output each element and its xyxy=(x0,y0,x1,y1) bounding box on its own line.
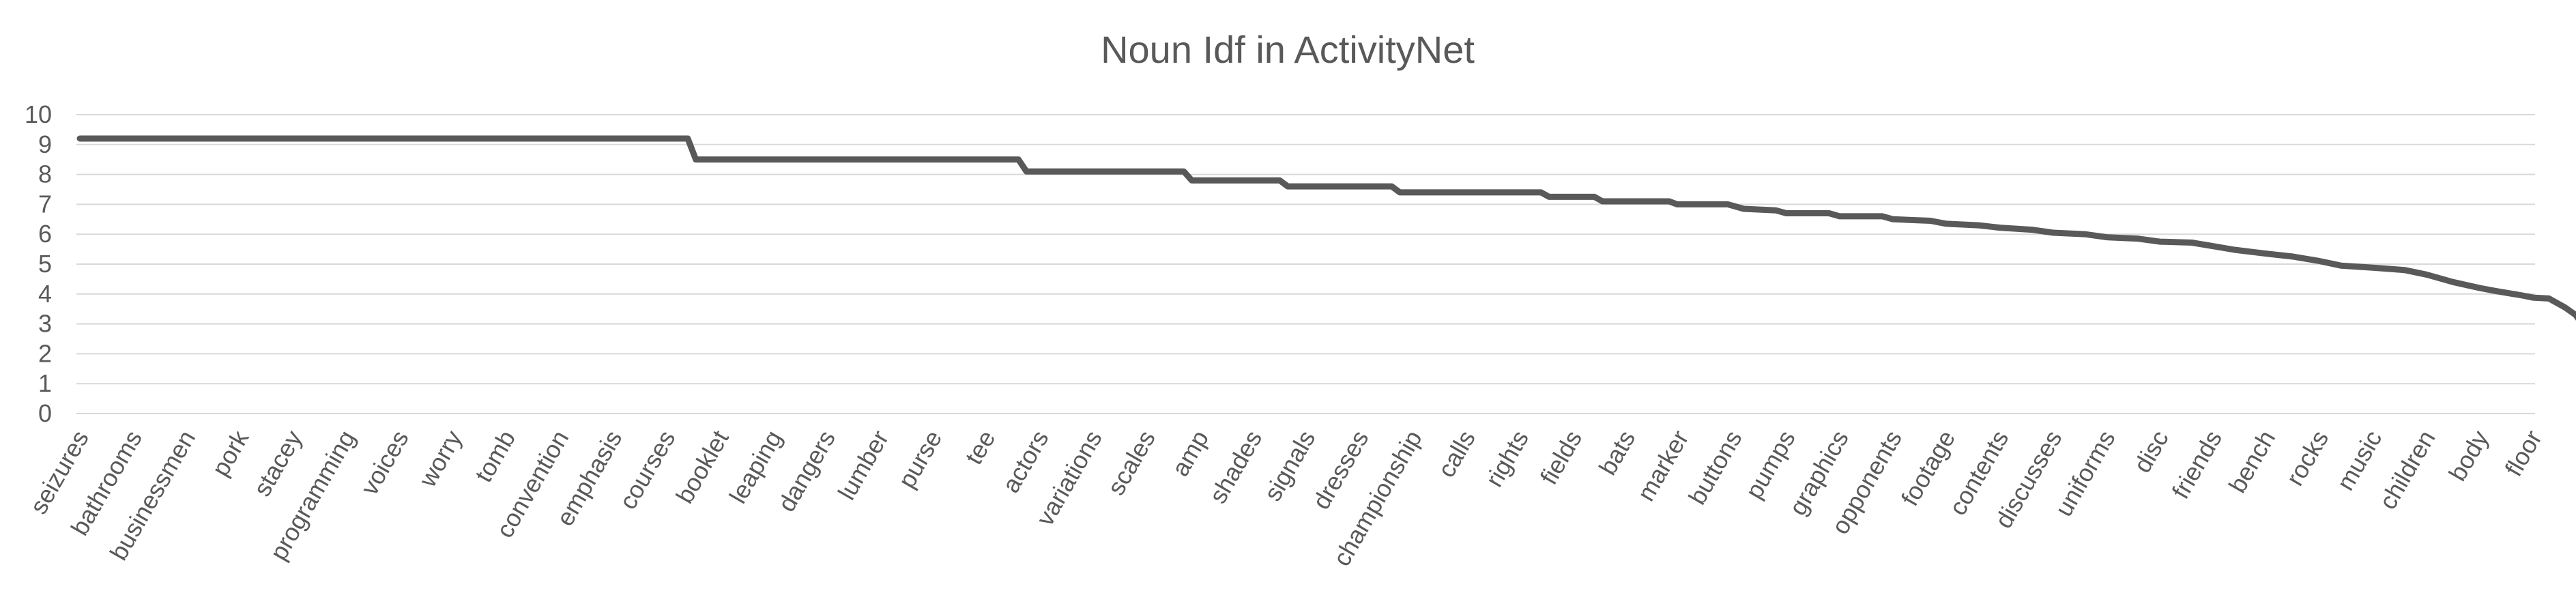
x-tick-label: worry xyxy=(413,426,467,493)
x-tick-label: bats xyxy=(1593,426,1641,480)
x-tick-label: pork xyxy=(206,425,255,481)
y-tick-label: 3 xyxy=(38,310,52,338)
y-tick-label: 2 xyxy=(38,339,52,367)
x-tick-label: calls xyxy=(1432,426,1481,482)
x-tick-label: amp xyxy=(1166,426,1215,481)
y-tick-label: 10 xyxy=(25,100,52,128)
x-tick-label: friends xyxy=(2166,426,2227,504)
x-tick-label: fields xyxy=(1535,426,1588,489)
y-tick-label: 1 xyxy=(38,369,52,397)
x-tick-label: bench xyxy=(2223,426,2281,497)
y-tick-label: 9 xyxy=(38,130,52,158)
series-group xyxy=(76,135,2576,321)
x-tick-label: actors xyxy=(996,426,1054,497)
x-tick-label: rocks xyxy=(2281,426,2334,491)
y-tick-label: 8 xyxy=(38,160,52,188)
gridlines xyxy=(76,114,2535,414)
y-tick-label: 7 xyxy=(38,190,52,218)
x-tick-label: tomb xyxy=(469,426,521,487)
series-line-0 xyxy=(76,135,2576,321)
x-tick-label: buttons xyxy=(1683,426,1748,510)
y-tick-label: 5 xyxy=(38,250,52,278)
x-tick-label: purse xyxy=(893,426,948,493)
x-tick-label: lumber xyxy=(833,425,895,504)
x-tick-label: stacey xyxy=(248,426,308,502)
y-tick-label: 6 xyxy=(38,220,52,248)
y-tick-label: 4 xyxy=(38,280,52,308)
x-tick-label: disc xyxy=(2128,426,2174,478)
x-tick-label: shades xyxy=(1204,426,1268,508)
x-tick-label: booklet xyxy=(670,426,734,508)
chart-title: Noun Idf in ActivityNet xyxy=(1101,28,1475,71)
x-tick-label: music xyxy=(2331,426,2388,495)
x-tick-label: tee xyxy=(959,426,1001,470)
x-tick-label: scales xyxy=(1101,426,1161,500)
x-tick-label: voices xyxy=(355,426,414,500)
x-tick-label: floor xyxy=(2499,425,2547,480)
x-tick-label: rights xyxy=(1480,426,1535,492)
x-tick-label: body xyxy=(2443,426,2494,486)
y-tick-label: 0 xyxy=(38,399,52,427)
